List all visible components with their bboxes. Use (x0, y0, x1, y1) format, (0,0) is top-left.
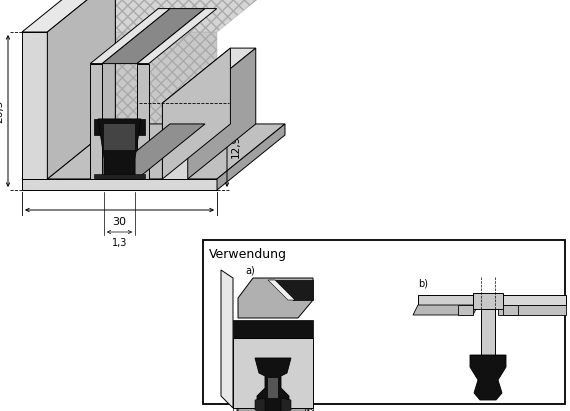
Polygon shape (473, 293, 503, 309)
Polygon shape (233, 338, 313, 408)
Polygon shape (481, 309, 495, 355)
Polygon shape (255, 358, 291, 411)
Polygon shape (162, 48, 256, 103)
Polygon shape (47, 0, 115, 179)
Polygon shape (47, 0, 115, 179)
Polygon shape (94, 174, 145, 179)
Polygon shape (98, 119, 141, 179)
Polygon shape (188, 48, 256, 179)
Polygon shape (22, 124, 285, 179)
Polygon shape (162, 103, 188, 179)
Polygon shape (104, 124, 135, 150)
Polygon shape (221, 270, 233, 408)
FancyBboxPatch shape (203, 240, 565, 404)
Text: 1,3: 1,3 (302, 407, 314, 411)
Polygon shape (498, 295, 566, 305)
Polygon shape (503, 305, 518, 315)
Polygon shape (470, 355, 506, 400)
Polygon shape (22, 32, 47, 179)
Polygon shape (268, 378, 278, 398)
Polygon shape (273, 280, 313, 300)
Polygon shape (233, 320, 313, 338)
Polygon shape (498, 305, 566, 315)
Polygon shape (22, 179, 217, 190)
Polygon shape (102, 124, 205, 179)
Text: 12,9: 12,9 (231, 135, 241, 158)
Polygon shape (137, 64, 149, 179)
Polygon shape (90, 64, 102, 179)
Polygon shape (162, 48, 230, 179)
Text: a): a) (245, 265, 255, 275)
Polygon shape (268, 280, 295, 300)
Polygon shape (281, 398, 291, 411)
Polygon shape (22, 0, 285, 32)
Polygon shape (255, 398, 265, 411)
Polygon shape (458, 305, 473, 315)
Text: Verwendung: Verwendung (209, 247, 287, 261)
Polygon shape (47, 32, 217, 179)
Text: 30: 30 (206, 368, 215, 378)
Polygon shape (102, 9, 205, 64)
Polygon shape (90, 9, 170, 64)
Text: 30: 30 (112, 217, 127, 227)
Polygon shape (238, 278, 313, 318)
Text: 1,3: 1,3 (112, 238, 127, 248)
Text: b): b) (418, 278, 428, 288)
Polygon shape (217, 124, 285, 190)
Text: 26,3: 26,3 (0, 99, 4, 122)
Polygon shape (418, 295, 478, 305)
Text: 2,7: 2,7 (210, 337, 215, 347)
Polygon shape (22, 0, 115, 32)
Polygon shape (137, 9, 217, 64)
Text: 5: 5 (486, 272, 491, 281)
Polygon shape (94, 119, 145, 135)
Polygon shape (413, 305, 478, 315)
